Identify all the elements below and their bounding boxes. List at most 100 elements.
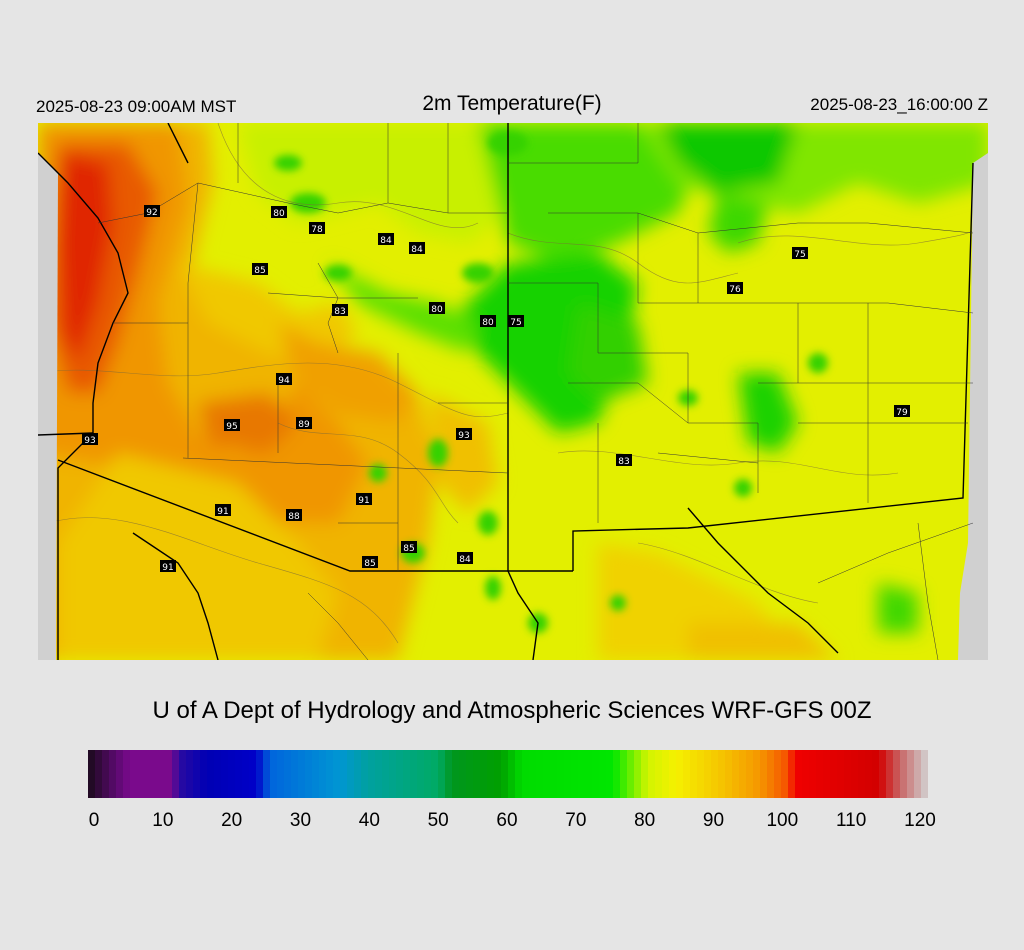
station-value: 80 (431, 305, 443, 315)
colorbar-cell (571, 750, 579, 798)
colorbar-cell (382, 750, 390, 798)
station-label: 84 (457, 552, 473, 565)
colorbar-cell (788, 750, 796, 798)
station-value: 85 (364, 559, 375, 569)
colorbar-tick-label: 120 (904, 810, 936, 831)
colorbar-cell (795, 750, 803, 798)
colorbar-cell (704, 750, 712, 798)
colorbar-tick-label: 30 (289, 810, 312, 831)
colorbar-cell (445, 750, 453, 798)
colorbar-cell (158, 750, 166, 798)
colorbar-cell (109, 750, 117, 798)
colorbar-cell (137, 750, 145, 798)
station-label: 83 (616, 454, 632, 467)
station-value: 93 (84, 436, 95, 446)
colorbar-cell (270, 750, 278, 798)
colorbar-cell (235, 750, 243, 798)
station-label: 80 (429, 302, 445, 315)
colorbar-cell (774, 750, 782, 798)
colorbar-cell (501, 750, 509, 798)
colorbar-cell (879, 750, 887, 798)
colorbar-cell (564, 750, 572, 798)
colorbar-cell (284, 750, 292, 798)
colorbar-cell (648, 750, 656, 798)
station-label: 84 (378, 233, 394, 246)
colorbar-cell (606, 750, 614, 798)
colorbar-cell (599, 750, 607, 798)
colorbar-cell (165, 750, 173, 798)
colorbar-cell (249, 750, 257, 798)
colorbar-cell (354, 750, 362, 798)
colorbar-cell (340, 750, 348, 798)
colorbar-cell (494, 750, 502, 798)
colorbar-cell (830, 750, 838, 798)
colorbar-tick-label: 100 (766, 810, 799, 831)
colorbar-cell (802, 750, 810, 798)
colorbar-cell (263, 750, 271, 798)
station-value: 94 (278, 376, 290, 386)
colorbar-tick-label: 40 (358, 810, 380, 831)
colorbar-cell (480, 750, 488, 798)
colorbar-cell (438, 750, 446, 798)
station-label: 85 (362, 556, 378, 569)
domain-edge-left (38, 153, 58, 660)
colorbar-cell (298, 750, 306, 798)
colorbar-cell (403, 750, 411, 798)
colorbar-cell (585, 750, 593, 798)
colorbar-cell (242, 750, 250, 798)
colorbar-cell (823, 750, 831, 798)
station-label: 85 (401, 541, 417, 554)
colorbar-cell (123, 750, 131, 798)
colorbar-cell (221, 750, 229, 798)
colorbar-tick-label: 110 (836, 810, 867, 831)
colorbar-cell (620, 750, 628, 798)
colorbar-cell (116, 750, 124, 798)
station-label: 75 (508, 315, 524, 328)
colorbar-cell (508, 750, 516, 798)
colorbar-cell (326, 750, 334, 798)
colorbar-cell (578, 750, 586, 798)
colorbar-cell (669, 750, 677, 798)
station-label: 91 (215, 504, 231, 517)
local-time-label: 2025-08-23 09:00AM MST (36, 97, 237, 116)
station-value: 84 (380, 236, 392, 246)
colorbar-cell (816, 750, 824, 798)
credit-line: U of A Dept of Hydrology and Atmospheric… (152, 697, 872, 724)
station-label: 93 (82, 433, 98, 446)
station-label: 83 (332, 304, 348, 317)
station-value: 95 (226, 422, 237, 432)
colorbar-cell (172, 750, 180, 798)
domain-edge-right (958, 153, 988, 660)
colorbar-cell (529, 750, 537, 798)
station-label: 94 (276, 373, 292, 386)
colorbar-cell (767, 750, 775, 798)
station-value: 75 (794, 250, 805, 260)
colorbar-cell (858, 750, 866, 798)
colorbar-cell (921, 750, 928, 798)
colorbar-cell (179, 750, 187, 798)
colorbar-cell (186, 750, 194, 798)
station-label: 92 (144, 205, 160, 218)
temperature-field (38, 123, 988, 660)
map-title: 2m Temperature(F) (422, 92, 602, 115)
colorbar-cell (368, 750, 376, 798)
colorbar-tick-label: 0 (88, 810, 100, 831)
colorbar-cell (207, 750, 215, 798)
colorbar-cell (627, 750, 635, 798)
colorbar-cell (522, 750, 530, 798)
station-value: 75 (510, 318, 521, 328)
colorbar-cell (613, 750, 621, 798)
station-value: 92 (146, 208, 157, 218)
colorbar-cell (536, 750, 544, 798)
station-label: 91 (160, 560, 176, 573)
station-label: 93 (456, 428, 472, 441)
colorbar-cell (228, 750, 236, 798)
colorbar-cell (634, 750, 642, 798)
colorbar-cell (725, 750, 733, 798)
station-label: 88 (286, 509, 302, 522)
colorbar-cell (452, 750, 460, 798)
colorbar-cell (361, 750, 369, 798)
station-label: 80 (271, 206, 287, 219)
temperature-colorbar (88, 750, 928, 798)
colorbar-cell (697, 750, 705, 798)
